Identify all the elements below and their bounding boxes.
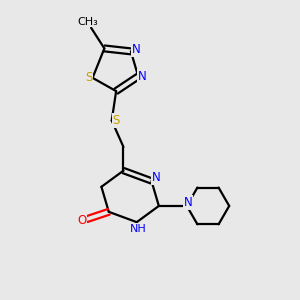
Text: S: S (85, 71, 93, 84)
Text: N: N (152, 172, 160, 184)
Text: N: N (132, 44, 140, 56)
Text: N: N (184, 196, 193, 209)
Text: CH₃: CH₃ (78, 17, 98, 27)
Text: NH: NH (130, 224, 147, 234)
Text: O: O (78, 214, 87, 227)
Text: S: S (112, 114, 120, 127)
Text: N: N (137, 70, 146, 83)
